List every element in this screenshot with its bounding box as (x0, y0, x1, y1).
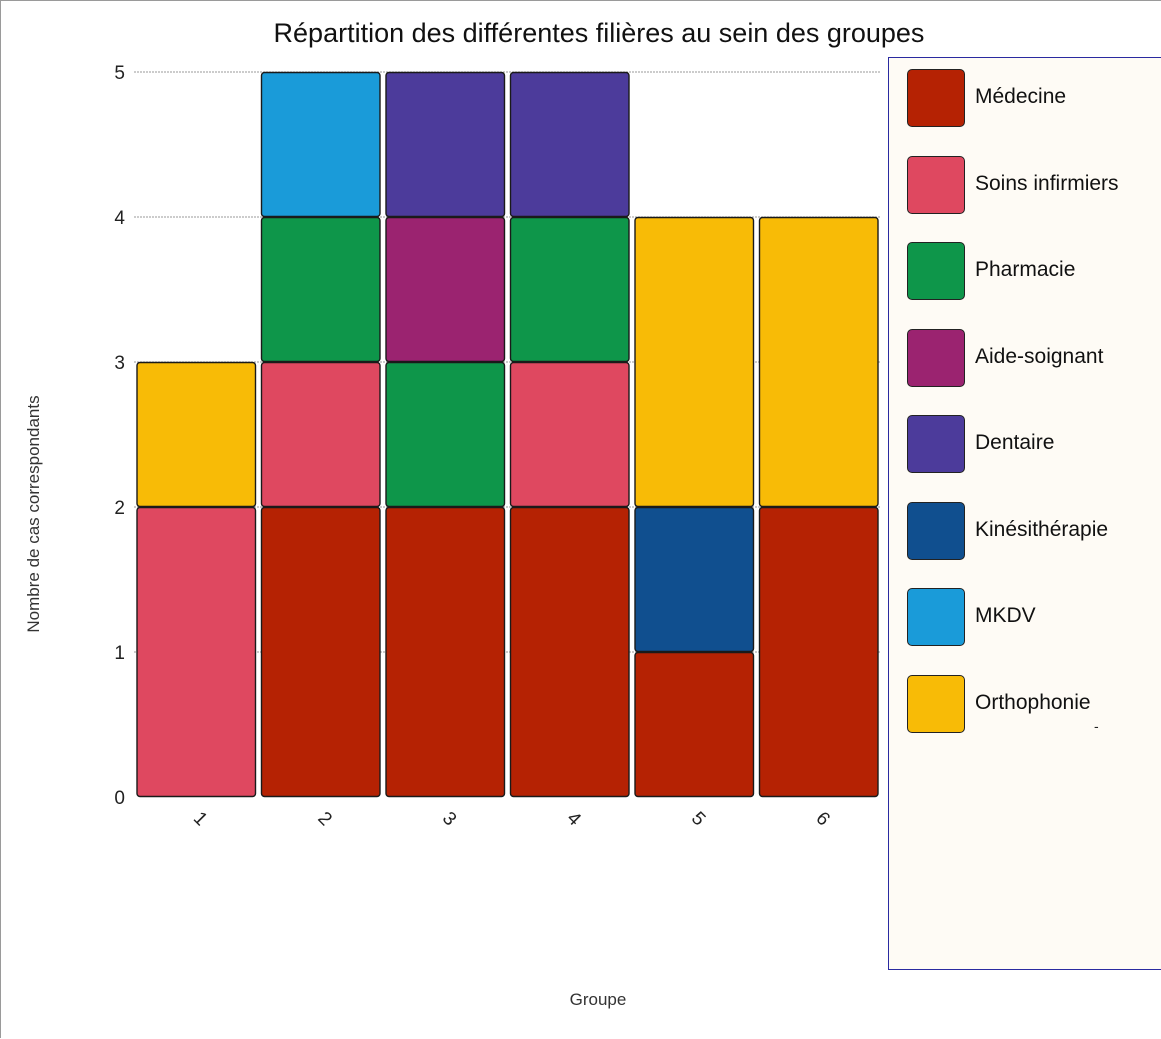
legend-swatch (907, 674, 965, 733)
bar-segment (385, 216, 506, 363)
bar-segment (385, 506, 506, 798)
x-tick-label: 3 (438, 808, 460, 830)
x-tick-label: 6 (811, 808, 833, 830)
bar-segment (634, 651, 755, 798)
legend-label: MKDV (975, 604, 1036, 627)
x-tick-label: 5 (687, 808, 709, 830)
y-axis-label: Nombre de cas correspondants (24, 395, 43, 632)
bar-segment (634, 506, 755, 653)
bar-segment (758, 506, 879, 798)
bar-segment (509, 361, 630, 508)
legend-label: Kinésithérapie (975, 517, 1109, 541)
legend-swatch (907, 501, 965, 560)
bar-segment (260, 216, 381, 363)
x-tick-label: 1 (189, 808, 211, 830)
legend-label: Aide-soignant (975, 344, 1104, 368)
bar-segment (385, 361, 506, 508)
legend-label: Soins infirmiers (975, 171, 1119, 195)
bar-segment (260, 361, 381, 508)
legend-swatch (907, 328, 965, 387)
legend-swatch (907, 588, 965, 646)
y-tick-label: 4 (114, 208, 125, 229)
legend-label: Orthophonie (975, 690, 1091, 714)
legend-swatch (907, 415, 965, 473)
bar-segment (509, 216, 630, 363)
legend-swatch (907, 69, 965, 127)
chart-title: Répartition des différentes filières au … (274, 18, 925, 48)
bar-segment (758, 216, 879, 508)
x-axis-label: Groupe (570, 990, 627, 1009)
y-tick-label: 1 (114, 643, 125, 664)
grid-lines (134, 71, 881, 653)
legend-swatch (907, 242, 965, 300)
x-tick-labels: 1 2 3 4 5 6 (189, 808, 834, 831)
x-tick-label: 2 (313, 808, 335, 830)
legend-label: Dentaire (975, 431, 1055, 454)
y-tick-label: 2 (114, 498, 125, 519)
bar-segment (260, 71, 381, 218)
y-tick-label: 5 (114, 63, 125, 84)
bar-segment (136, 506, 257, 798)
bar-segment (509, 71, 630, 218)
y-tick-label: 3 (114, 353, 125, 374)
legend: Médecine Soins infirmiers Pharmacie Aide-so… (888, 57, 1161, 970)
y-tick-label: 0 (114, 788, 125, 809)
legend-note: - (1094, 718, 1099, 734)
bar-segment (260, 506, 381, 798)
x-tick-label: 4 (562, 808, 585, 831)
legend-swatch (907, 155, 965, 214)
bar-segment (509, 506, 630, 798)
bar-segment (634, 216, 755, 508)
y-tick-labels: 0 1 2 3 4 5 (114, 63, 125, 809)
bar-segment (385, 71, 506, 218)
bars (136, 71, 879, 798)
bar-segment (136, 361, 257, 508)
legend-label: Médecine (975, 85, 1067, 108)
legend-label: Pharmacie (975, 258, 1076, 281)
